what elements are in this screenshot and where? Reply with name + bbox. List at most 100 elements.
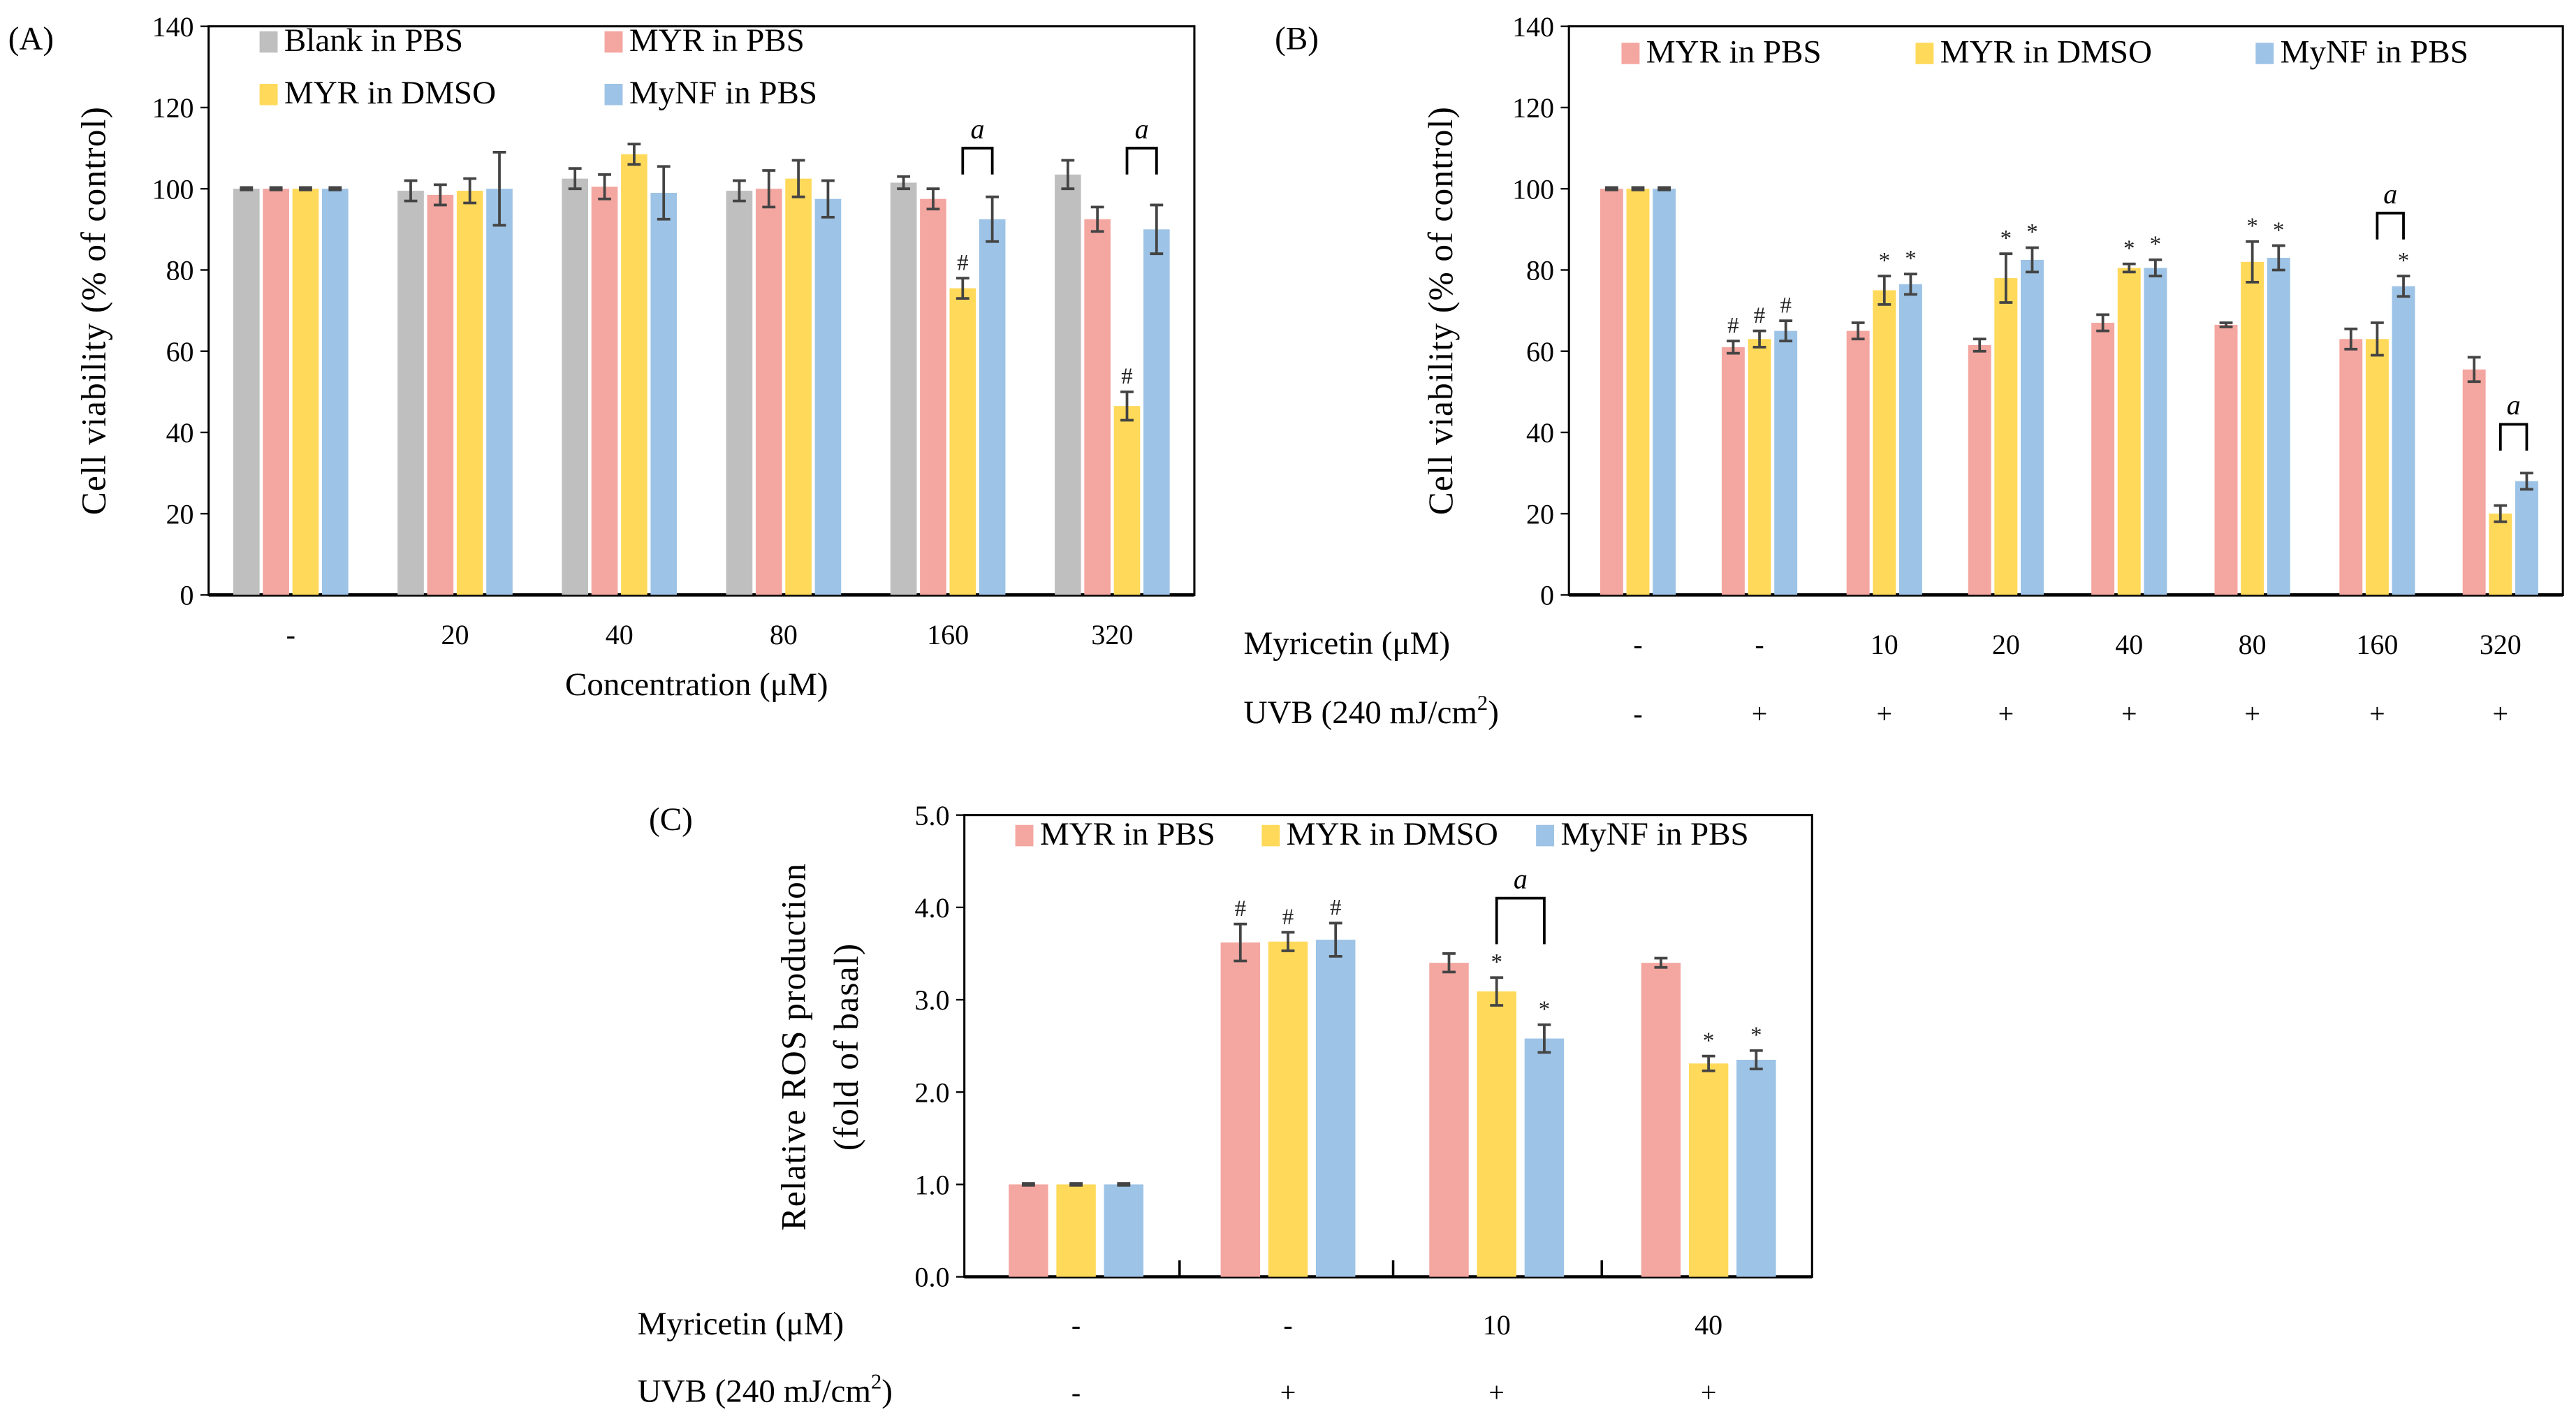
row-value: 320 [2480,629,2522,660]
bar-pbs [2462,369,2486,595]
bar-pbs [1600,189,1623,595]
bar-pbs [1846,330,1870,595]
error-bar [2271,244,2285,272]
panel-label: (A) [8,21,54,57]
row-label-text: Myricetin (μM) [638,1306,844,1342]
asterisk-marker: * [1879,248,1890,273]
x-axis-label: Concentration (μM) [565,666,828,703]
bar-dmso [2241,261,2264,595]
error-bar [299,186,312,191]
bar-mynf [1315,940,1356,1277]
row-label: UVB (240 mJ/cm2) [1243,691,1498,731]
error-bar [1878,275,1891,306]
legend-swatch [1015,824,1034,847]
legend-label: MyNF in PBS [2281,34,2468,70]
hash-marker: # [1330,896,1341,921]
bar-pbs [755,189,782,595]
significance-bracket [2498,423,2529,451]
error-bar [2149,258,2162,278]
bar-mynf [2515,481,2538,595]
row-value: + [2244,698,2260,729]
significance-bracket [1495,896,1546,945]
bracket-label: a [2507,389,2521,421]
y-tick-label: 120 [1512,92,1554,124]
row-value: 80 [2239,629,2267,660]
row-label-tail: ) [881,1373,893,1409]
bar-blank [233,189,260,595]
error-bar [2467,356,2481,384]
error-bar [433,183,447,207]
asterisk-marker: * [1539,997,1550,1022]
error-bar [1851,321,1865,341]
bar-pbs [1968,344,1991,595]
error-bar [627,143,641,166]
error-bar [1749,1049,1763,1071]
bar-blank [1055,174,1081,595]
bar-pbs [591,187,618,595]
bar-blank [726,191,753,595]
legend-label: MyNF in PBS [1560,816,1748,852]
error-bar [2026,246,2039,274]
error-bar [1726,340,1740,355]
error-bar [2219,321,2233,328]
error-bar [1779,319,1793,343]
error-bar [240,186,254,191]
y-axis-label: Relative ROS production [775,863,813,1230]
error-bar [1069,1182,1083,1187]
legend-label: MYR in PBS [1040,816,1215,852]
y-tick-label: 100 [152,173,194,205]
bar-pbs [2339,339,2363,595]
bar-mynf [1736,1059,1776,1277]
y-tick-label: 140 [152,11,194,43]
legend-label: Blank in PBS [284,22,463,59]
bar-mynf [2021,259,2044,595]
error-bar [1904,272,1917,296]
row-value: + [2493,698,2509,729]
row-value: - [1633,698,1642,729]
row-value: + [1488,1376,1505,1408]
bar-dmso [2365,339,2389,595]
panel-label: (C) [649,801,693,838]
bar-dmso [2117,268,2141,595]
error-bar [1281,931,1295,952]
bracket-label: a [1514,864,1528,895]
error-bar [986,195,1000,243]
row-value: + [1998,698,2014,729]
y-tick-label: 0 [180,580,194,611]
bar-dmso [456,191,483,595]
error-bar [2344,327,2358,351]
hash-marker: # [1235,896,1246,921]
bar-mynf [650,192,678,595]
row-label: Myricetin (μM) [1243,625,1450,662]
row-value: + [1877,698,1893,729]
bar-pbs [2214,324,2238,595]
error-bar [762,169,776,209]
error-bar [1604,186,1618,191]
row-label: UVB (240 mJ/cm2) [638,1370,893,1410]
row-label-tail: ) [1488,694,1499,731]
bracket-label: a [1135,113,1149,145]
chart-panel-A: (A) 0 20 40 60 80 100 120 140 Cell viability (% o… [8,11,1196,703]
row-value: 40 [1695,1309,1722,1341]
error-bar [2396,275,2410,298]
y-tick-label: 80 [166,255,194,286]
row-label-text: UVB (240 mJ/cm [638,1373,871,1409]
bar-pbs [1721,347,1745,595]
error-bar [1442,952,1456,974]
row-value: 10 [1871,629,1898,660]
y-axis-label: Cell viability (% of control) [75,106,113,515]
error-bar [328,186,342,191]
error-bar [492,150,506,227]
error-bar [2246,240,2260,284]
asterisk-marker: * [2026,220,2037,245]
y-tick-label: 0.0 [915,1262,950,1293]
error-bar [1654,956,1668,969]
plot-frame [207,25,1196,597]
error-bar [1329,921,1342,958]
bar-dmso [1056,1184,1096,1277]
error-bar [2494,504,2508,523]
bar-dmso [1626,189,1650,595]
error-bar [956,277,969,300]
row-value: - [1071,1376,1081,1408]
